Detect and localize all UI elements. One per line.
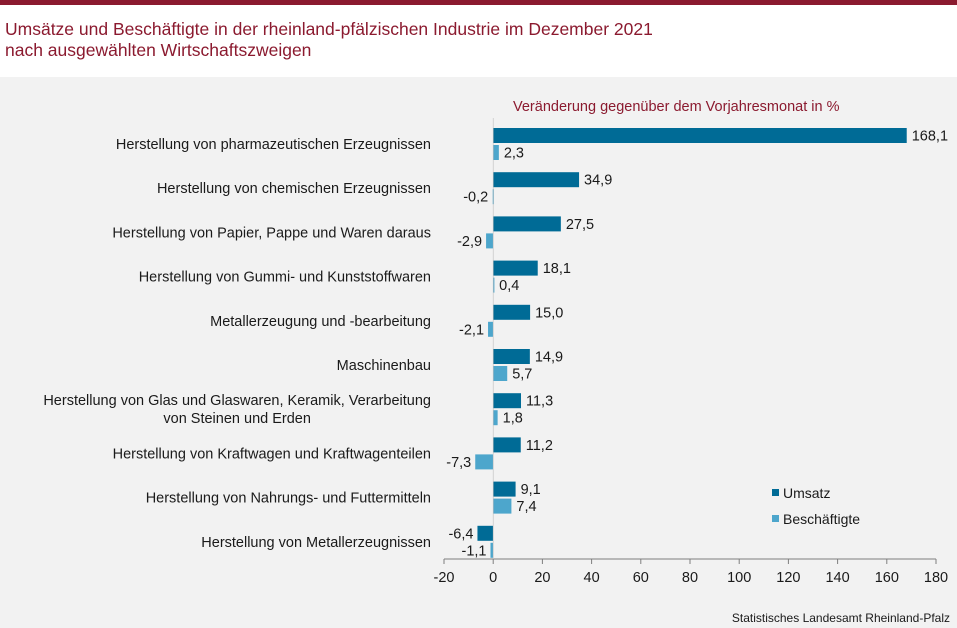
bar-beschaeftigte xyxy=(493,366,508,381)
bar-beschaeftigte xyxy=(493,410,498,426)
category-label: Herstellung von pharmazeutischen Erzeugn… xyxy=(116,137,431,153)
category-label: Herstellung von Metallerzeugnissen xyxy=(201,535,431,551)
legend-swatch-umsatz xyxy=(772,489,779,496)
category-label: Herstellung von Kraftwagen und Kraftwage… xyxy=(113,446,431,462)
data-label-umsatz: -6,4 xyxy=(448,526,473,542)
data-label-beschaeftigte: 5,7 xyxy=(512,367,532,383)
chart-title: Umsätze und Beschäftigte in der rheinlan… xyxy=(5,19,653,61)
data-label-beschaeftigte: 7,4 xyxy=(516,499,536,515)
category-label: von Steinen und Erden xyxy=(163,411,311,427)
x-tick-label: 40 xyxy=(584,570,600,586)
bar-umsatz xyxy=(493,172,580,188)
x-tick-label: 160 xyxy=(875,570,899,586)
bar-beschaeftigte xyxy=(486,233,494,249)
bar-beschaeftigte xyxy=(493,498,512,514)
data-label-beschaeftigte: -2,9 xyxy=(457,234,482,250)
bar-umsatz xyxy=(493,481,516,497)
x-tick-label: 140 xyxy=(825,570,849,586)
x-tick-label: 60 xyxy=(633,570,649,586)
data-label-beschaeftigte: -2,1 xyxy=(459,322,484,338)
chart-title-line-1: Umsätze und Beschäftigte in der rheinlan… xyxy=(5,19,653,39)
category-label: Herstellung von chemischen Erzeugnissen xyxy=(157,181,431,197)
bar-beschaeftigte xyxy=(490,542,494,558)
data-label-beschaeftigte: 1,8 xyxy=(503,411,523,427)
legend-swatch-beschaeftigte xyxy=(772,515,779,522)
data-label-umsatz: 15,0 xyxy=(535,305,563,321)
bar-beschaeftigte xyxy=(493,145,499,160)
source-note: Statistisches Landesamt Rheinland-Pfalz xyxy=(732,611,950,625)
data-label-beschaeftigte: 2,3 xyxy=(504,146,524,162)
x-tick-label: -20 xyxy=(434,570,455,586)
x-tick-label: 180 xyxy=(924,570,948,586)
legend-label-umsatz: Umsatz xyxy=(783,485,830,501)
bar-umsatz xyxy=(493,437,521,453)
chart-title-line-2: nach ausgewählten Wirtschaftszweigen xyxy=(5,40,312,60)
labels-layer: Herstellung von pharmazeutischen Erzeugn… xyxy=(43,129,948,560)
bar-umsatz xyxy=(493,349,530,364)
top-rule xyxy=(0,0,957,5)
bar-umsatz xyxy=(493,260,538,276)
data-label-umsatz: 11,2 xyxy=(526,438,553,454)
x-tick-label: 80 xyxy=(682,570,698,586)
bar-umsatz xyxy=(493,216,561,232)
bar-umsatz xyxy=(477,525,494,541)
data-label-umsatz: 9,1 xyxy=(521,482,541,498)
category-label: Metallerzeugung und -bearbeitung xyxy=(210,314,431,330)
bars-layer xyxy=(475,128,907,558)
bar-beschaeftigte xyxy=(493,277,495,293)
bar-umsatz xyxy=(493,393,521,409)
x-tick-label: 120 xyxy=(776,570,800,586)
category-label: Herstellung von Gummi- und Kunststoffwar… xyxy=(139,270,431,286)
data-label-umsatz: 168,1 xyxy=(912,129,948,145)
legend: Umsatz Beschäftigte xyxy=(772,485,860,527)
data-label-umsatz: 27,5 xyxy=(566,217,594,233)
bar-beschaeftigte xyxy=(488,321,494,337)
category-label: Maschinenbau xyxy=(337,358,431,374)
data-label-umsatz: 11,3 xyxy=(526,394,553,410)
x-tick-label: 20 xyxy=(534,570,550,586)
bar-beschaeftigte xyxy=(475,454,494,470)
x-axis: -20 0 20 40 60 80 100 120 140 160 180 xyxy=(434,118,948,586)
data-label-beschaeftigte: -1,1 xyxy=(461,543,486,559)
data-label-umsatz: 34,9 xyxy=(584,173,612,189)
data-label-beschaeftigte: -0,2 xyxy=(463,190,488,206)
category-label: Herstellung von Glas und Glaswaren, Kera… xyxy=(43,393,431,409)
x-tick-label: 100 xyxy=(727,570,751,586)
data-label-beschaeftigte: 0,4 xyxy=(499,278,519,294)
category-label: Herstellung von Papier, Pappe und Waren … xyxy=(112,225,431,241)
x-tick-label: 0 xyxy=(489,570,497,586)
category-label: Herstellung von Nahrungs- und Futtermitt… xyxy=(146,491,431,507)
bar-umsatz xyxy=(493,304,531,320)
chart-subtitle: Veränderung gegenüber dem Vorjahresmonat… xyxy=(513,99,840,115)
data-label-umsatz: 14,9 xyxy=(535,350,563,366)
legend-label-beschaeftigte: Beschäftigte xyxy=(783,511,860,527)
bar-umsatz xyxy=(493,128,907,143)
data-label-umsatz: 18,1 xyxy=(543,261,571,277)
data-label-beschaeftigte: -7,3 xyxy=(446,455,471,471)
